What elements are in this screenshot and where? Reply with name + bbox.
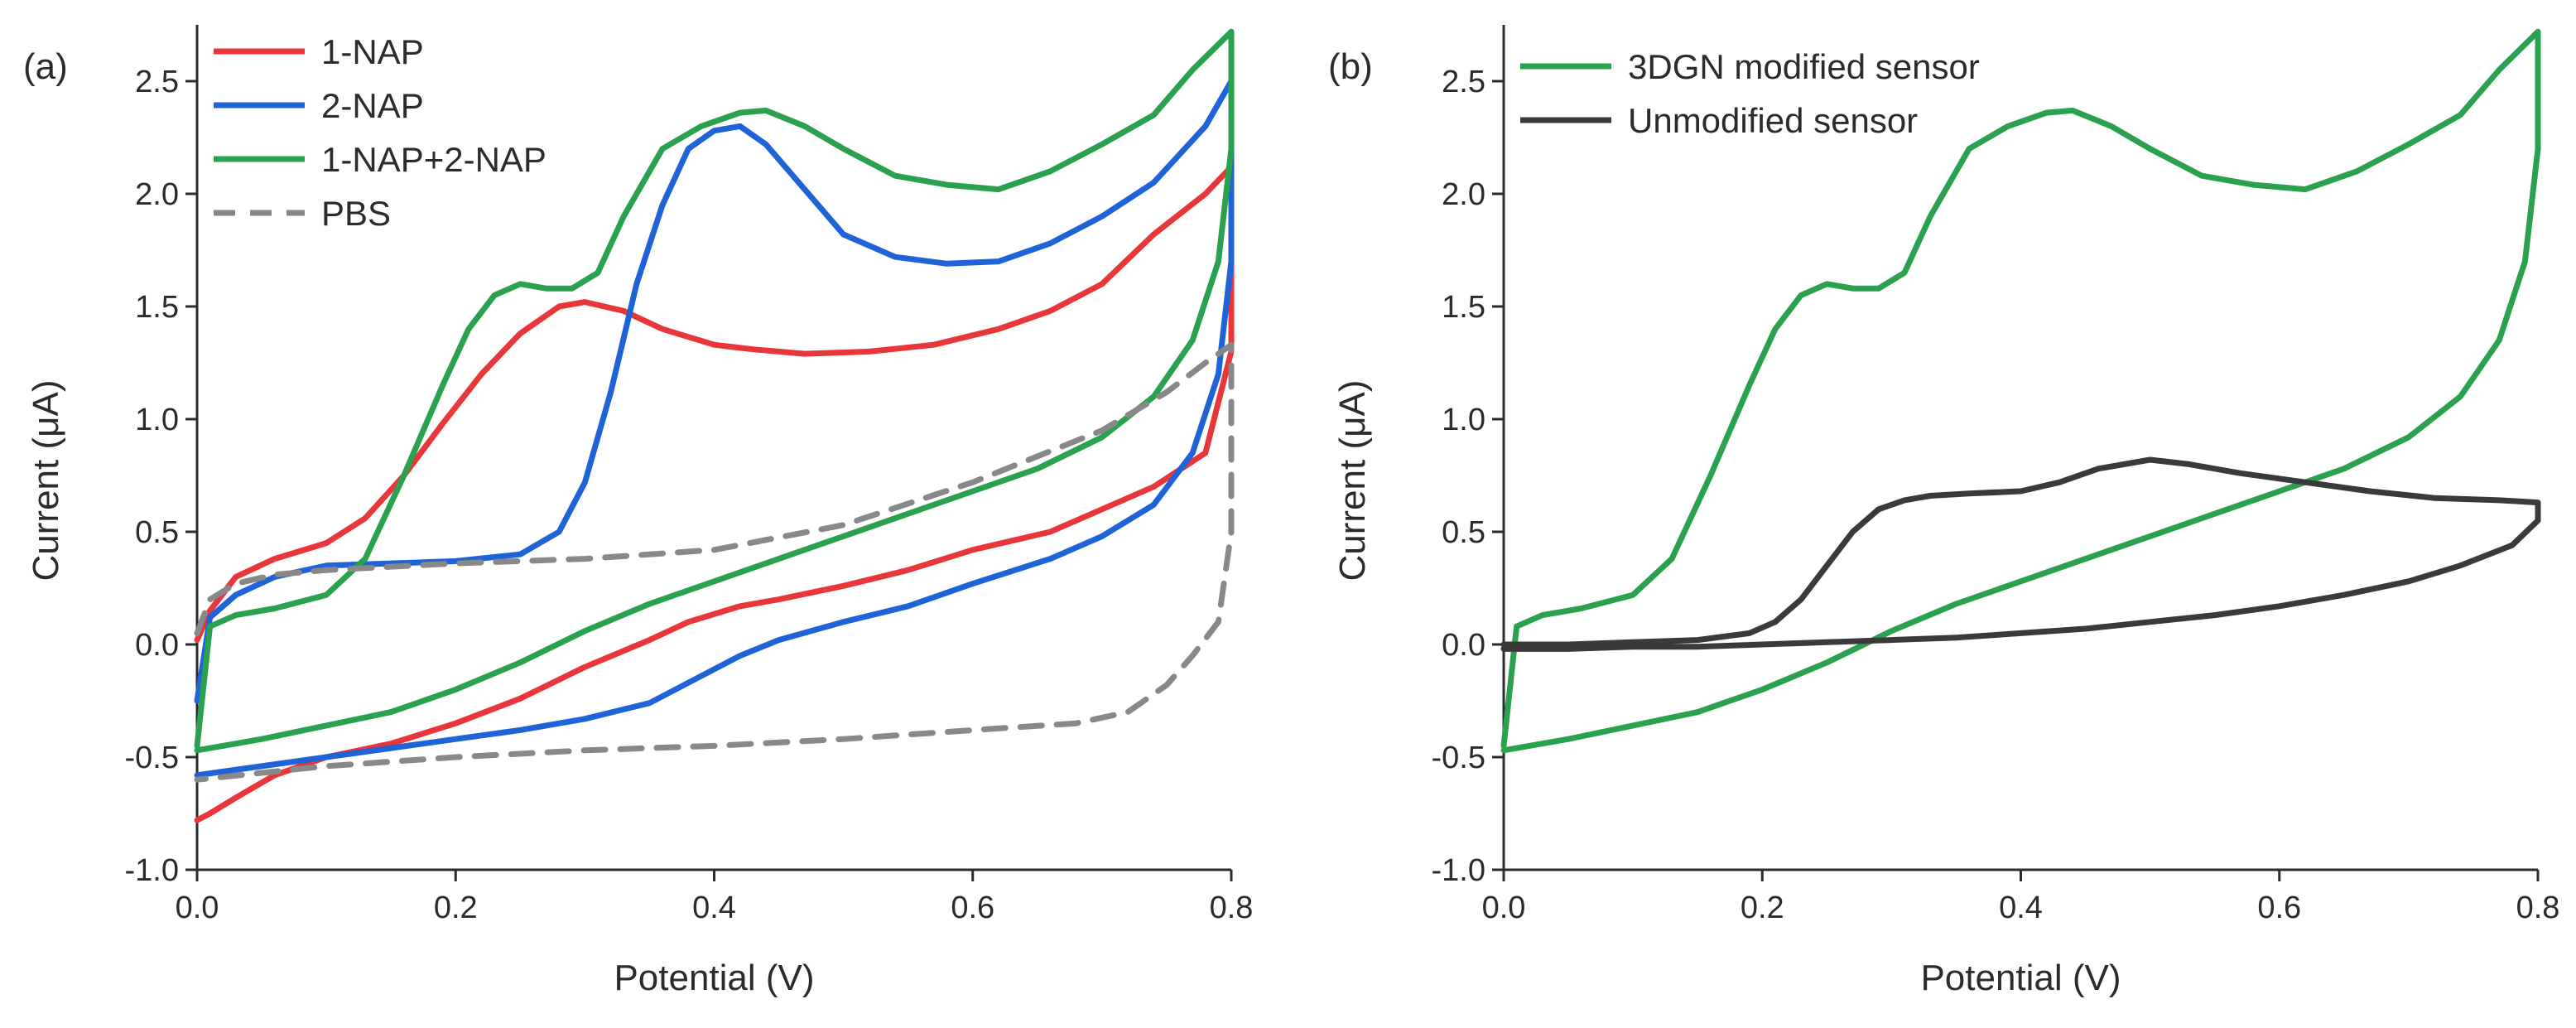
panel-label: (b): [1328, 46, 1373, 87]
x-tick-label: 0.4: [692, 890, 736, 925]
x-tick-label: 0.8: [1210, 890, 1254, 925]
y-tick-label: 2.5: [135, 65, 179, 99]
y-tick-label: -1.0: [1432, 853, 1485, 888]
series-line-3dgn-modified-sensor: [1500, 28, 2541, 754]
series-line-unmodified-sensor: [1500, 456, 2541, 652]
x-tick-label: 0.2: [434, 890, 478, 925]
y-tick-label: 0.5: [135, 515, 179, 550]
y-tick-label: 2.0: [135, 177, 179, 212]
x-tick-label: 0.4: [1999, 890, 2043, 925]
x-tick-label: 0.2: [1741, 890, 1784, 925]
y-tick-label: 1.5: [1442, 290, 1485, 325]
legend-label: 1-NAP+2-NAP: [321, 140, 546, 179]
y-tick-label: -0.5: [125, 741, 179, 775]
x-tick-label: 0.0: [1482, 890, 1526, 925]
y-tick-label: 0.0: [135, 628, 179, 663]
panel-a: (a) 0.0 0.2 0.4 0.6 0.8 -1.0 -0.5 0.0 0.5 1.0 1.5 2.…: [23, 25, 1253, 998]
series-line-2-nap: [194, 78, 1235, 779]
y-tick-label: -1.0: [125, 853, 179, 888]
series-line-1-nap: [194, 163, 1235, 823]
y-tick-label: 1.0: [1442, 403, 1485, 437]
panel-label: (a): [23, 46, 68, 87]
legend-label: 3DGN modified sensor: [1628, 47, 1980, 86]
y-tick-label: 1.5: [135, 290, 179, 325]
y-axis-title: Current (μA): [26, 380, 66, 582]
x-tick-label: 0.8: [2516, 890, 2560, 925]
y-tick-label: 0.0: [1442, 628, 1485, 663]
y-tick-label: 2.5: [1442, 65, 1485, 99]
x-tick-label: 0.0: [176, 890, 219, 925]
y-axis-title: Current (μA): [1332, 380, 1373, 582]
y-tick-label: 1.0: [135, 403, 179, 437]
x-axis-title: Potential (V): [614, 958, 814, 998]
y-tick-label: -0.5: [1432, 741, 1485, 775]
x-axis-title: Potential (V): [1920, 958, 2121, 998]
panel-b: (b) 0.0 0.2 0.4 0.6 0.8 -1.0 -0.5 0.0 0.5 1.0 1.5 2.…: [1328, 25, 2559, 998]
legend-label: PBS: [321, 194, 391, 233]
x-tick-label: 0.6: [2257, 890, 2301, 925]
x-tick-label: 0.6: [951, 890, 994, 925]
series-line-1-nap-2-nap: [194, 28, 1235, 754]
legend-label: 1-NAP: [321, 32, 424, 71]
series-line-pbs: [194, 341, 1235, 783]
legend-label: Unmodified sensor: [1628, 101, 1918, 140]
y-tick-label: 0.5: [1442, 515, 1485, 550]
y-tick-label: 2.0: [1442, 177, 1485, 212]
legend-label: 2-NAP: [321, 86, 424, 125]
